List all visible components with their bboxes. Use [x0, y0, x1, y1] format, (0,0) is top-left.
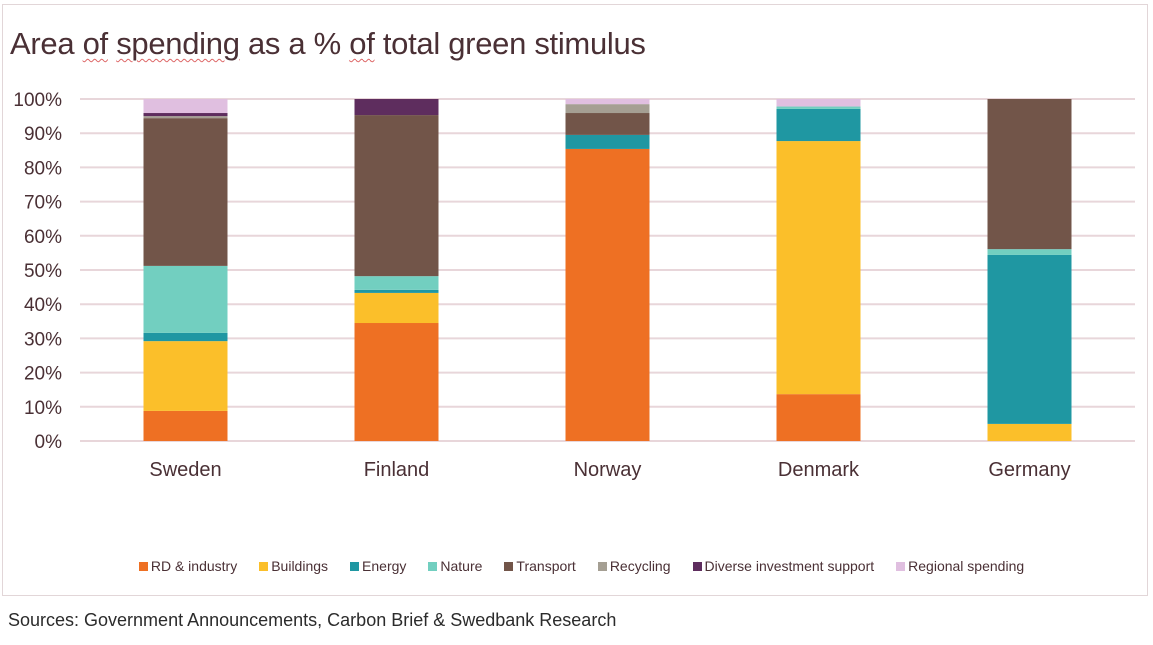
y-tick-label: 30%	[24, 329, 62, 350]
title-part: total green stimulus	[374, 26, 646, 61]
bar-segment-norway-recycling	[565, 104, 650, 114]
bar-segment-sweden-buildings	[143, 341, 228, 411]
bar-segment-finland-nature	[354, 276, 439, 290]
legend-label: Energy	[362, 558, 407, 574]
bar-segment-finland-rd-industry	[354, 323, 439, 441]
y-tick-label: 20%	[24, 364, 62, 385]
legend-swatch	[259, 561, 269, 571]
bar-segment-sweden-energy	[143, 332, 228, 342]
bar-segment-denmark-regional-spending	[776, 99, 861, 107]
legend-label: Diverse investment support	[704, 558, 875, 574]
legend-swatch	[138, 561, 148, 571]
bar-segment-finland-transport	[354, 115, 439, 277]
title-part: of	[82, 26, 109, 61]
chart-title: Area of spending as a % of total green s…	[10, 26, 646, 62]
legend-item: Buildings	[259, 558, 328, 574]
bar-segment-sweden-recycling	[143, 116, 228, 119]
y-tick-label: 100%	[13, 90, 62, 111]
legend-item: Recycling	[597, 558, 671, 574]
legend-label: Nature	[440, 558, 483, 574]
bar-segment-sweden-rd-industry	[143, 410, 228, 441]
bar-segment-denmark-buildings	[776, 141, 861, 395]
legend-swatch	[504, 561, 514, 571]
chart-legend: RD & industry Buildings Energy Nature Transp…	[0, 558, 1153, 574]
bar-segment-germany-buildings	[987, 423, 1072, 441]
legend-item: Energy	[350, 558, 406, 574]
bar-segment-denmark-nature	[776, 106, 861, 109]
x-category-label: Sweden	[149, 459, 221, 481]
title-part: as a %	[239, 26, 350, 61]
title-part: of	[349, 26, 375, 61]
bar-segment-finland-buildings	[354, 292, 439, 324]
legend-item: RD & industry	[138, 558, 238, 574]
y-tick-label: 0%	[35, 432, 63, 453]
bar-segment-sweden-transport	[143, 118, 228, 266]
x-category-label: Finland	[364, 459, 430, 481]
legend-item: Regional spending	[896, 558, 1024, 574]
y-tick-label: 90%	[24, 124, 62, 145]
legend-swatch	[428, 561, 438, 571]
legend-label: Transport	[516, 558, 576, 574]
bar-segment-denmark-rd-industry	[776, 394, 861, 441]
title-part: Area	[10, 26, 83, 61]
bar-segment-denmark-energy	[776, 108, 861, 142]
title-part: spending	[116, 26, 240, 61]
x-category-label: Norway	[574, 459, 642, 481]
bar-segment-norway-rd-industry	[565, 148, 650, 441]
bar-segment-sweden-regional-spending	[143, 99, 228, 114]
legend-label: Recycling	[609, 558, 671, 574]
bar-segment-norway-regional-spending	[565, 99, 650, 105]
legend-label: Regional spending	[908, 558, 1025, 574]
legend-label: RD & industry	[150, 558, 238, 574]
bar-segment-norway-energy	[565, 134, 650, 149]
bar-segment-germany-transport	[987, 99, 1072, 250]
bar-segment-germany-energy	[987, 254, 1072, 424]
legend-label: Buildings	[271, 558, 329, 574]
y-tick-label: 60%	[24, 227, 62, 248]
y-tick-label: 10%	[24, 398, 62, 419]
chart-frame	[2, 4, 1148, 596]
y-tick-label: 50%	[24, 261, 62, 282]
legend-swatch	[350, 561, 360, 571]
y-tick-label: 70%	[24, 193, 62, 214]
y-tick-label: 80%	[24, 158, 62, 179]
bar-segment-germany-nature	[987, 249, 1072, 255]
legend-item: Transport	[504, 558, 576, 574]
legend-item: Nature	[428, 558, 482, 574]
x-category-label: Denmark	[778, 459, 860, 481]
legend-item: Diverse investment support	[692, 558, 875, 574]
x-category-label: Germany	[988, 459, 1070, 481]
bar-segment-norway-transport	[565, 113, 650, 135]
bar-segment-sweden-nature	[143, 265, 228, 333]
bar-segment-finland-diverse-investment-support	[354, 99, 439, 116]
bar-segment-sweden-diverse-investment-support	[143, 113, 228, 117]
legend-swatch	[692, 561, 702, 571]
source-note: Sources: Government Announcements, Carbo…	[8, 610, 617, 630]
legend-swatch	[896, 561, 906, 571]
bar-segment-finland-energy	[354, 289, 439, 293]
y-tick-label: 40%	[24, 295, 62, 316]
legend-swatch	[597, 561, 607, 571]
